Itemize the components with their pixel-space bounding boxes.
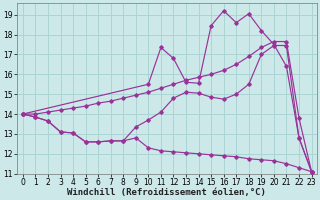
X-axis label: Windchill (Refroidissement éolien,°C): Windchill (Refroidissement éolien,°C) (67, 188, 266, 197)
